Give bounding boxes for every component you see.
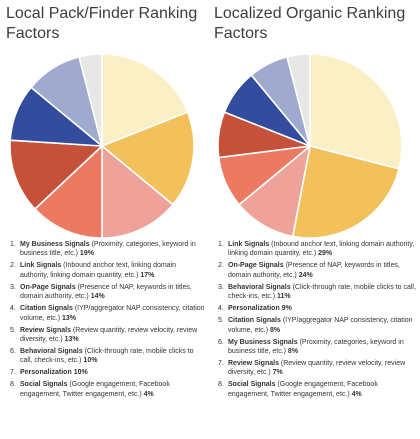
legend-factor-detail: (Inbound anchor text, linking domain aut…: [228, 241, 415, 258]
legend-percentage: 10%: [83, 357, 98, 365]
pie-slice-2: [100, 111, 195, 206]
legend-number: 8.: [218, 381, 224, 389]
legend-number: 6.: [10, 348, 16, 356]
pie-slice-8: [286, 53, 311, 147]
legend-item: 8. Social Signals (Google engagement, Fac…: [10, 380, 205, 399]
legend-factor-detail: (Inbound anchor text, linking domain aut…: [20, 262, 177, 279]
legend-percentage: 7%: [272, 369, 283, 377]
legend-number: 3.: [10, 283, 16, 291]
legend-percentage: 11%: [277, 293, 291, 301]
legend-item: 1. My Business Signals (Proximity, catego…: [10, 240, 205, 259]
legend-percentage: 9%: [281, 305, 292, 313]
legend-number: 1.: [218, 241, 224, 248]
legend-factor-name: My Business Signals: [228, 338, 298, 346]
legend-percentage: 17%: [140, 271, 155, 279]
legend-factor-name: Review Signals: [20, 326, 71, 334]
legend-factor-detail: (IYP/aggregator NAP consistency, citatio…: [228, 317, 413, 334]
legend-factor-name: Citation Signals: [228, 317, 281, 325]
legend-number: 2.: [218, 262, 224, 270]
legend-factor-name: On-Page Signals: [20, 283, 76, 291]
legend-factor-name: Review Signals: [228, 360, 279, 368]
legend-factor-name: Behavioral Signals: [228, 283, 291, 291]
legend-factor-detail: (Click-through rate, mobile clicks to ca…: [228, 283, 416, 301]
legend-factor-detail: (Click-through rate, mobile clicks to ca…: [20, 348, 194, 365]
chart-title: Local Pack/Finder Ranking Factors: [6, 5, 198, 42]
legend-factor-detail: (Proximity, categories, keyword in busin…: [228, 338, 404, 356]
legend-factor-detail: (Presence of NAP, keywords in titles, do…: [228, 262, 400, 279]
legend-percentage: 14%: [90, 293, 105, 301]
pie-slice-8: [78, 53, 103, 147]
legend-percentage: 29%: [318, 250, 333, 258]
legend-item: 1. Link Signals (Inbound anchor text, lin…: [218, 240, 418, 259]
legend-factor-name: Behavioral Signals: [20, 348, 83, 356]
legend-item: 2. Link Signals (Inbound anchor text, lin…: [10, 261, 205, 280]
legend-factor-detail: (IYP/aggregator NAP consistency, citatio…: [20, 305, 205, 322]
pie-slice-3: [101, 144, 175, 239]
local-pack-pie-chart: [9, 53, 195, 239]
legend-item: 5. Citation Signals (IYP/aggregator NAP c…: [218, 316, 418, 335]
legend-percentage: 8%: [270, 326, 281, 334]
legend-item: 6. Behavioral Signals (Click-through rate…: [10, 347, 205, 366]
legend-number: 4.: [10, 305, 16, 313]
legend-factor-name: Social Signals: [20, 381, 68, 389]
legend-number: 6.: [218, 338, 224, 346]
legend-item: 4. Personalization 9%: [218, 304, 418, 313]
legend-percentage: 13%: [64, 336, 79, 344]
legend-percentage: 24%: [298, 271, 313, 279]
legend-item: 7. Review Signals (Review quantity, revie…: [218, 359, 418, 378]
legend-number: 7.: [10, 369, 16, 377]
legend-factor-detail: (Review quantity, review velocity, revie…: [20, 326, 198, 344]
legend-factor-name: On-Page Signals: [228, 262, 284, 270]
legend-item: 6. My Business Signals (Proximity, catego…: [218, 338, 418, 357]
pie-slice-1: [309, 53, 403, 170]
localized-organic-legend: 1. Link Signals (Inbound anchor text, lin…: [208, 240, 418, 402]
legend-number: 4.: [218, 305, 224, 313]
legend-percentage: 10%: [73, 369, 88, 377]
legend-percentage: 13%: [62, 314, 77, 322]
legend-factor-detail: (Review quantity, review velocity, revie…: [228, 360, 406, 377]
chart-title: Localized Organic Ranking Factors: [214, 5, 406, 42]
legend-factor-detail: (Google engagement, Facebook engagement,…: [20, 381, 170, 398]
pie-slice-2: [291, 145, 401, 239]
localized-organic-chart-panel: Localized Organic Ranking Factors 1. Link…: [210, 0, 420, 439]
legend-number: 2.: [10, 262, 16, 270]
legend-item: 5. Review Signals (Review quantity, revie…: [10, 326, 205, 345]
legend-item: 3. On-Page Signals (Presence of NAP, keyw…: [10, 283, 205, 302]
legend-factor-detail: (Google engagement, Facebook engagement,…: [228, 381, 378, 398]
legend-factor-name: Personalization: [228, 305, 280, 313]
legend-percentage: 4%: [351, 390, 362, 398]
legend-factor-name: My Business Signals: [20, 241, 90, 248]
legend-number: 8.: [10, 381, 16, 389]
legend-item: 2. On-Page Signals (Presence of NAP, keyw…: [218, 261, 418, 280]
localized-organic-pie-chart: [217, 53, 403, 239]
pie-slice-5: [9, 139, 104, 211]
legend-factor-name: Citation Signals: [20, 305, 73, 313]
legend-factor-detail: (Presence of NAP, keywords in titles, do…: [20, 283, 192, 301]
legend-number: 5.: [10, 326, 16, 334]
legend-number: 5.: [218, 317, 224, 325]
legend-percentage: 19%: [79, 250, 94, 258]
pie-slice-1: [101, 53, 189, 148]
legend-factor-name: Link Signals: [228, 241, 270, 248]
local-pack-chart-panel: Local Pack/Finder Ranking Factors 1. My B…: [0, 5, 205, 402]
legend-factor-name: Social Signals: [228, 381, 276, 389]
legend-number: 7.: [218, 360, 224, 368]
local-pack-legend: 1. My Business Signals (Proximity, catego…: [0, 240, 205, 402]
legend-factor-detail: (Proximity, categories, keyword in busin…: [20, 241, 196, 258]
legend-factor-name: Link Signals: [20, 262, 62, 270]
legend-item: 8. Social Signals (Google engagement, Fac…: [218, 380, 418, 399]
legend-factor-name: Personalization: [20, 369, 72, 377]
legend-number: 3.: [218, 283, 224, 291]
pie-slice-4: [33, 144, 103, 239]
legend-number: 1.: [10, 241, 16, 248]
legend-percentage: 4%: [143, 390, 154, 398]
legend-item: 3. Behavioral Signals (Click-through rate…: [218, 283, 418, 302]
legend-item: 4. Citation Signals (IYP/aggregator NAP c…: [10, 304, 205, 323]
legend-item: 7. Personalization 10%: [10, 368, 205, 377]
legend-percentage: 8%: [287, 348, 299, 356]
